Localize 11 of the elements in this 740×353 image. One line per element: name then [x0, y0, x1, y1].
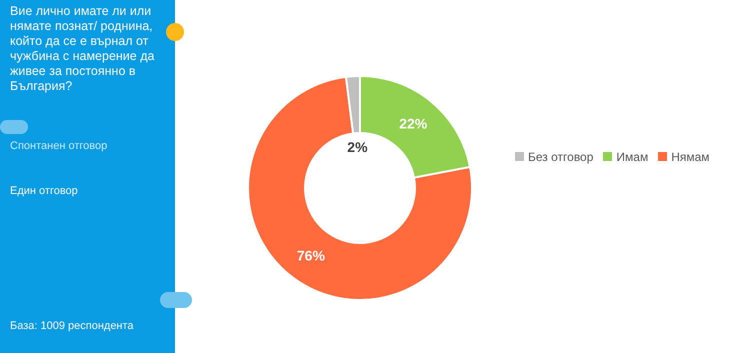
legend-label: Без отговор	[528, 150, 594, 164]
text: Спонтанен отговор	[10, 140, 108, 152]
text: База: 1009 респондента	[10, 320, 135, 332]
data-label: 2%	[347, 139, 368, 156]
legend-label: Имам	[616, 150, 648, 164]
data-label: 76%	[296, 248, 326, 264]
legend-label: Нямам	[671, 150, 710, 164]
data-label: 22%	[399, 116, 428, 132]
text: Един отговор	[10, 185, 79, 197]
donut-slice	[247, 76, 473, 301]
text: Вие лично имате ли или нямате познат/ роднина, който да се е върнал от чужбина с намерение да живее за постоянно в България?	[10, 4, 156, 94]
